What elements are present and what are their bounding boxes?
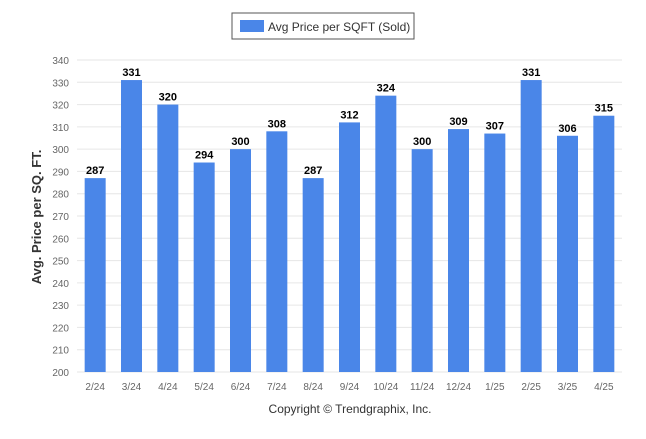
x-tick-label: 1/25 xyxy=(485,382,505,393)
y-tick-label: 210 xyxy=(52,346,69,357)
y-tick-label: 220 xyxy=(52,323,69,334)
y-tick-label: 310 xyxy=(52,123,69,134)
bar-value-label: 331 xyxy=(522,67,540,79)
bar-labels: 287 331 320 294 300 308 287 312 324 300 309 307 331 3… xyxy=(86,67,613,177)
bar xyxy=(339,122,360,373)
legend: Avg Price per SQFT (Sold) xyxy=(231,12,415,40)
x-axis-ticks: 2/24 3/24 4/24 5/24 6/24 7/24 8/24 9/24 10/24 11/… xyxy=(85,382,614,393)
x-tick-label: 10/24 xyxy=(373,382,398,393)
bar xyxy=(230,149,251,372)
x-tick-label: 2/25 xyxy=(521,382,541,393)
bar-value-label: 300 xyxy=(413,136,431,148)
y-tick-label: 300 xyxy=(52,145,69,156)
x-tick-label: 9/24 xyxy=(340,382,360,393)
bars xyxy=(84,80,615,373)
x-tick-label: 3/24 xyxy=(122,382,142,393)
y-axis-ticks: 200 210 220 230 240 250 260 270 280 290 300 310 320 3… xyxy=(52,56,69,379)
y-tick-label: 320 xyxy=(52,101,69,112)
bar xyxy=(193,162,215,372)
x-tick-label: 7/24 xyxy=(267,382,287,393)
y-tick-label: 260 xyxy=(52,234,69,245)
bar xyxy=(557,135,578,372)
x-tick-label: 12/24 xyxy=(446,382,471,393)
y-tick-label: 250 xyxy=(52,257,69,268)
x-tick-label: 3/25 xyxy=(558,382,578,393)
x-tick-label: 8/24 xyxy=(303,382,323,393)
copyright-text: Copyright © Trendgraphix, Inc. xyxy=(269,402,432,416)
y-tick-label: 340 xyxy=(52,56,69,67)
bar-value-label: 306 xyxy=(558,123,576,135)
x-tick-label: 4/24 xyxy=(158,382,178,393)
x-tick-label: 5/24 xyxy=(194,382,214,393)
bar-value-label: 324 xyxy=(377,83,396,95)
y-tick-label: 230 xyxy=(52,301,69,312)
bar xyxy=(448,129,469,372)
y-tick-label: 200 xyxy=(52,368,69,379)
x-tick-label: 2/24 xyxy=(85,382,105,393)
bar xyxy=(411,149,433,372)
bar xyxy=(121,80,142,373)
bar-value-label: 309 xyxy=(449,116,467,128)
bar xyxy=(302,178,324,372)
y-tick-label: 330 xyxy=(52,78,69,89)
x-tick-label: 4/25 xyxy=(594,382,614,393)
bar-value-label: 287 xyxy=(304,165,322,177)
bar xyxy=(484,133,506,372)
bar-value-label: 287 xyxy=(86,165,104,177)
bar xyxy=(520,80,542,373)
legend-label: Avg Price per SQFT (Sold) xyxy=(268,20,410,34)
y-tick-label: 280 xyxy=(52,190,69,201)
bar-value-label: 331 xyxy=(122,67,140,79)
bar xyxy=(157,104,179,373)
bar xyxy=(84,178,106,372)
bar xyxy=(266,131,288,372)
bar-value-label: 320 xyxy=(159,92,177,104)
bar-value-label: 308 xyxy=(268,118,286,130)
bar xyxy=(593,115,615,372)
bar-value-label: 294 xyxy=(195,150,214,162)
bar-value-label: 300 xyxy=(231,136,249,148)
y-tick-label: 240 xyxy=(52,279,69,290)
bar-value-label: 312 xyxy=(340,109,358,121)
y-axis-label: Avg. Price per SQ. FT. xyxy=(29,150,44,285)
bar-value-label: 307 xyxy=(486,121,504,133)
bar xyxy=(375,95,397,373)
legend-swatch xyxy=(240,20,264,32)
bar-value-label: 315 xyxy=(595,103,613,115)
x-tick-label: 11/24 xyxy=(410,382,435,393)
y-tick-label: 290 xyxy=(52,167,69,178)
y-tick-label: 270 xyxy=(52,212,69,223)
x-tick-label: 6/24 xyxy=(231,382,251,393)
